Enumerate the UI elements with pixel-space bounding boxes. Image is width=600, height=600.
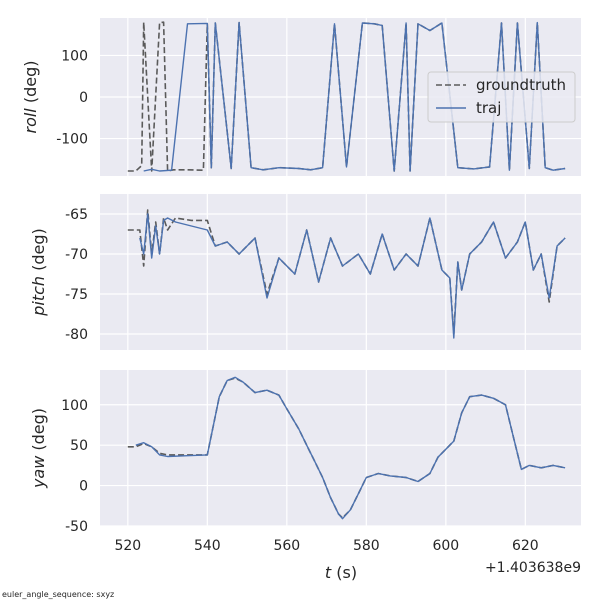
legend: groundtruth traj [427,71,576,123]
pitch-ytick-label: -70 [65,247,88,263]
legend-groundtruth-label: groundtruth [476,76,566,94]
pitch-ytick-label: -75 [65,287,88,303]
xtick-label: 560 [273,538,300,554]
xtick-label: 520 [114,538,141,554]
roll-ytick-label: 0 [79,90,88,106]
roll-traj-line [143,21,566,172]
roll-ytick-label: -100 [56,132,88,148]
roll-ytick-label: 100 [61,48,88,64]
data-lines [127,21,566,520]
yaw-traj-line [135,376,566,520]
yaw-ytick-label: 100 [61,398,88,414]
time-axis-label: t (s) [325,563,357,582]
xtick-label: 620 [512,538,539,554]
pitch-ytick-label: -80 [65,327,88,343]
tick-labels: 100 0 -100 -65 -70 -75 -80 100 50 0 -50 520 540 560 58… [56,48,538,554]
pitch-plot-area [100,194,581,350]
yaw-plot-area [100,370,581,526]
pitch-traj-line [139,213,566,339]
roll-axis-label: roll (deg) [21,61,40,134]
pitch-axis-label: pitch (deg) [29,228,48,317]
pitch-ytick-label: -65 [65,207,88,223]
yaw-ytick-label: -50 [65,519,88,535]
footnote: euler_angle_sequence: sxyz [2,590,114,599]
yaw-ytick-label: 0 [79,479,88,495]
xtick-label: 580 [353,538,380,554]
yaw-axis-label: yaw (deg) [29,408,48,489]
xtick-label: 600 [432,538,459,554]
x-offset-text: +1.403638e9 [485,560,581,576]
yaw-ytick-label: 50 [70,438,88,454]
legend-traj-label: traj [476,99,501,117]
xtick-label: 540 [194,538,221,554]
